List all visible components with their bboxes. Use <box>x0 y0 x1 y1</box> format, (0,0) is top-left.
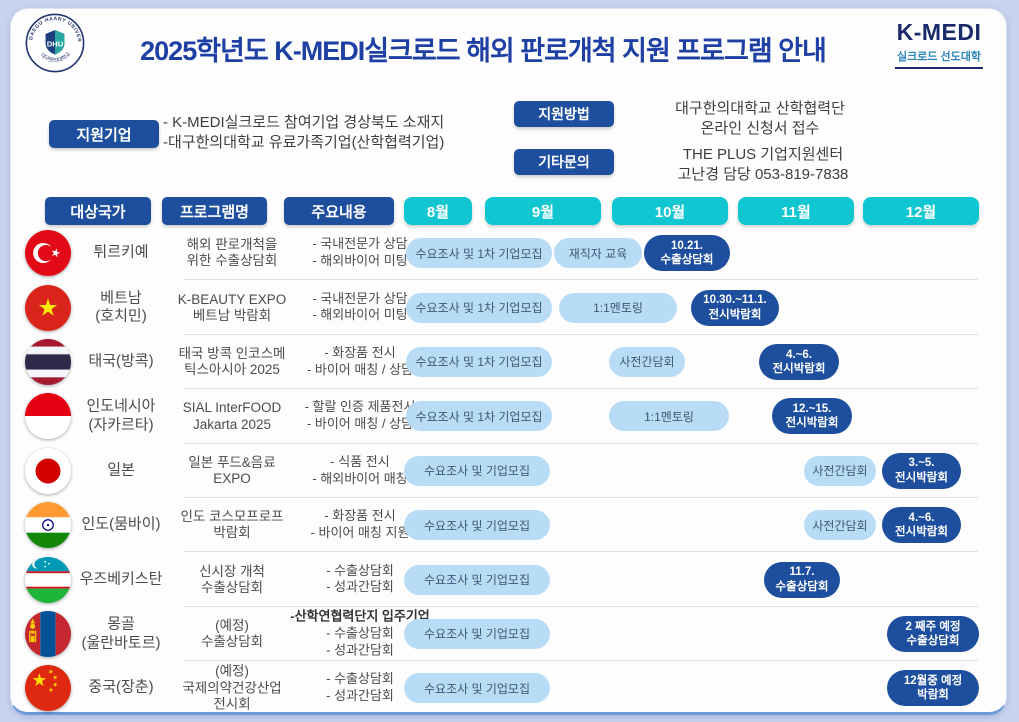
program-name: 해외 판로개척을 위한 수출상담회 <box>186 237 278 269</box>
schedule-event: 수요조사 및 기업모집 <box>404 510 550 541</box>
schedule-event: 10.30.~11.1. 전시박람회 <box>691 289 779 326</box>
country-name: 튀르키예 <box>93 243 149 261</box>
row-divider <box>183 388 978 390</box>
flag-turkiye-icon <box>25 230 71 277</box>
apply-method-label: 지원방법 <box>514 101 614 127</box>
schedule-event: 4.~6. 전시박람회 <box>882 507 961 544</box>
university-seal-icon: DAEGU HAANY UNIVERSITY 대구한의대학교 DHU <box>23 9 85 73</box>
schedule-event: 수요조사 및 1차 기업모집 <box>406 401 552 432</box>
table-row: 우즈베키스탄 신시장 개척 수출상담회 - 수출상담회 - 성과간담회 수요조사 및 기… <box>11 552 1006 607</box>
column-header-country: 대상국가 <box>45 197 151 225</box>
schedule-event: 1:1멘토링 <box>609 401 729 432</box>
country-name: 태국(방콕) <box>88 352 154 370</box>
flag-china-icon <box>25 665 71 712</box>
table-row: 인도(뭄바이) 인도 코스모프로프 박람회 - 화장품 전시 - 바이어 매칭 지원 수… <box>11 498 1006 553</box>
row-divider <box>183 496 978 498</box>
contact-text: THE PLUS 기업지원센터 고난경 담당 053-819-7838 <box>677 146 849 184</box>
month-header-august: 8월 <box>404 197 472 225</box>
svg-text:DHU: DHU <box>47 40 63 49</box>
kmedi-logo-subtitle: 실크로드 선도대학 <box>894 46 983 69</box>
schedule-event: 12월중 예정 박람회 <box>887 670 979 707</box>
table-row: 인도네시아 (자카르타) SIAL InterFOOD Jakarta 2025-… <box>11 389 1006 444</box>
month-header-october: 10월 <box>612 197 728 225</box>
schedule-event: 4.~6. 전시박람회 <box>759 343 839 380</box>
row-divider <box>183 279 978 281</box>
program-name: 태국 방콕 인코스메 틱스아시아 2025 <box>178 345 286 377</box>
schedule-event: 3.~5. 전시박람회 <box>882 452 961 489</box>
program-name: SIAL InterFOOD Jakarta 2025 <box>182 400 282 432</box>
kmedi-logo-text: K-MEDI <box>896 19 982 45</box>
country-name: 일본 <box>107 461 135 479</box>
schedule-event: 12.~15. 전시박람회 <box>772 398 852 435</box>
country-name: 몽골 (울란바토르) <box>81 615 161 651</box>
flag-vietnam-icon <box>25 284 71 331</box>
program-name: 일본 푸드&음료 EXPO <box>188 454 276 486</box>
support-company-text: - K-MEDI실크로드 참여기업 경상북도 소재지 -대구한의대학교 유료가족… <box>163 114 445 152</box>
country-name: 인도네시아 (자카르타) <box>86 397 156 434</box>
country-name: 인도(뭄바이) <box>81 515 161 533</box>
table-row: 몽골 (울란바토르) (예정) 수출상담회 -산학연협력단지 입주기업 - 수출상담회… <box>11 607 1006 662</box>
program-content: - 식품 전시 - 해외바이어 매칭 <box>312 453 408 486</box>
program-content: - 국내전문가 상담 - 해외바이어 미팅 <box>312 290 408 323</box>
schedule-event: 11.7. 수출상담회 <box>764 561 840 598</box>
program-content: - 수출상담회 - 성과간담회 <box>326 562 394 595</box>
program-name: (예정) 수출상담회 <box>200 617 264 649</box>
schedule-event: 수요조사 및 1차 기업모집 <box>406 292 552 323</box>
flag-thailand-icon <box>25 338 71 385</box>
kmedi-logo: K-MEDI 실크로드 선도대학 <box>877 21 1001 69</box>
row-divider <box>183 333 978 335</box>
column-header-content: 주요내용 <box>284 197 394 225</box>
schedule-event: 1:1멘토링 <box>559 292 677 323</box>
flag-mongolia-icon <box>25 610 71 657</box>
schedule-table: 튀르키예 해외 판로개척을 위한 수출상담회 - 국내전문가 상담 - 해외바이어 미… <box>11 226 1006 716</box>
schedule-event: 10.21. 수출상담회 <box>644 235 730 272</box>
schedule-event: 수요조사 및 기업모집 <box>404 564 550 595</box>
table-row: 베트남 (호치민) K-BEAUTY EXPO 베트남 박람회 - 국내전문가 상담… <box>11 280 1006 335</box>
country-name: 베트남 (호치민) <box>95 288 147 325</box>
support-company-label: 지원기업 <box>49 120 159 148</box>
program-content: - 화장품 전시 - 바이어 매칭 / 상담 <box>306 345 414 377</box>
contact-label: 기타문의 <box>514 149 614 175</box>
page-title: 2025학년도 K-MEDI실크로드 해외 판로개척 지원 프로그램 안내 <box>140 36 827 66</box>
program-content: - 할랄 인증 제품전시 - 바이어 매칭 / 상담 <box>304 399 416 432</box>
row-divider <box>183 442 978 444</box>
table-row: 중국(장춘) (예정) 국제의약건강산업 전시회 - 수출상담회 - 성과간담회 수요조… <box>11 661 1006 715</box>
schedule-event: 재직자 교육 <box>554 238 642 269</box>
table-row: 태국(방콕) 태국 방콕 인코스메 틱스아시아 2025 - 화장품 전시 - 바이어… <box>11 335 1006 390</box>
program-name: 신시장 개척 수출상담회 <box>199 563 265 595</box>
flag-india-icon <box>25 502 71 549</box>
table-row: 튀르키예 해외 판로개척을 위한 수출상담회 - 국내전문가 상담 - 해외바이어 미… <box>11 226 1006 281</box>
country-name: 중국(장춘) <box>88 678 154 696</box>
schedule-event: 수요조사 및 1차 기업모집 <box>406 238 552 269</box>
flag-uzbekistan-icon <box>25 556 71 603</box>
schedule-event: 수요조사 및 기업모집 <box>404 673 550 704</box>
program-content: - 화장품 전시 - 바이어 매칭 지원 <box>310 508 410 541</box>
program-content: -산학연협력단지 입주기업 - 수출상담회 - 성과간담회 <box>290 608 430 658</box>
poster-card: DAEGU HAANY UNIVERSITY 대구한의대학교 DHU 2025학… <box>10 8 1007 715</box>
country-name: 우즈베키스탄 <box>79 570 163 588</box>
schedule-event: 사전간담회 <box>804 510 876 541</box>
program-name: 인도 코스모프로프 박람회 <box>180 508 284 541</box>
flag-indonesia-icon <box>25 393 71 440</box>
month-header-september: 9월 <box>485 197 601 225</box>
schedule-event: 수요조사 및 기업모집 <box>404 455 550 486</box>
table-row: 일본 일본 푸드&음료 EXPO - 식품 전시 - 해외바이어 매칭 수요조사 및 기… <box>11 444 1006 498</box>
month-header-november: 11월 <box>738 197 854 225</box>
program-name: (예정) 국제의약건강산업 전시회 <box>182 664 282 712</box>
column-header-program: 프로그램명 <box>162 197 267 225</box>
schedule-event: 2 째주 예정 수출상담회 <box>887 615 979 652</box>
program-content: - 국내전문가 상담 - 해외바이어 미팅 <box>312 236 408 269</box>
flag-japan-icon <box>25 447 71 494</box>
month-header-december: 12월 <box>863 197 979 225</box>
schedule-event: 사전간담회 <box>609 346 685 377</box>
schedule-event: 수요조사 및 1차 기업모집 <box>406 346 552 377</box>
schedule-event: 사전간담회 <box>804 455 876 486</box>
schedule-event: 수요조사 및 기업모집 <box>404 618 550 649</box>
program-name: K-BEAUTY EXPO 베트남 박람회 <box>177 291 287 323</box>
program-content: - 수출상담회 - 성과간담회 <box>326 671 394 704</box>
row-divider <box>183 551 978 553</box>
apply-method-text: 대구한의대학교 산학협력단 온라인 신청서 접수 <box>675 100 845 138</box>
row-divider <box>183 660 978 662</box>
row-divider <box>183 605 978 607</box>
